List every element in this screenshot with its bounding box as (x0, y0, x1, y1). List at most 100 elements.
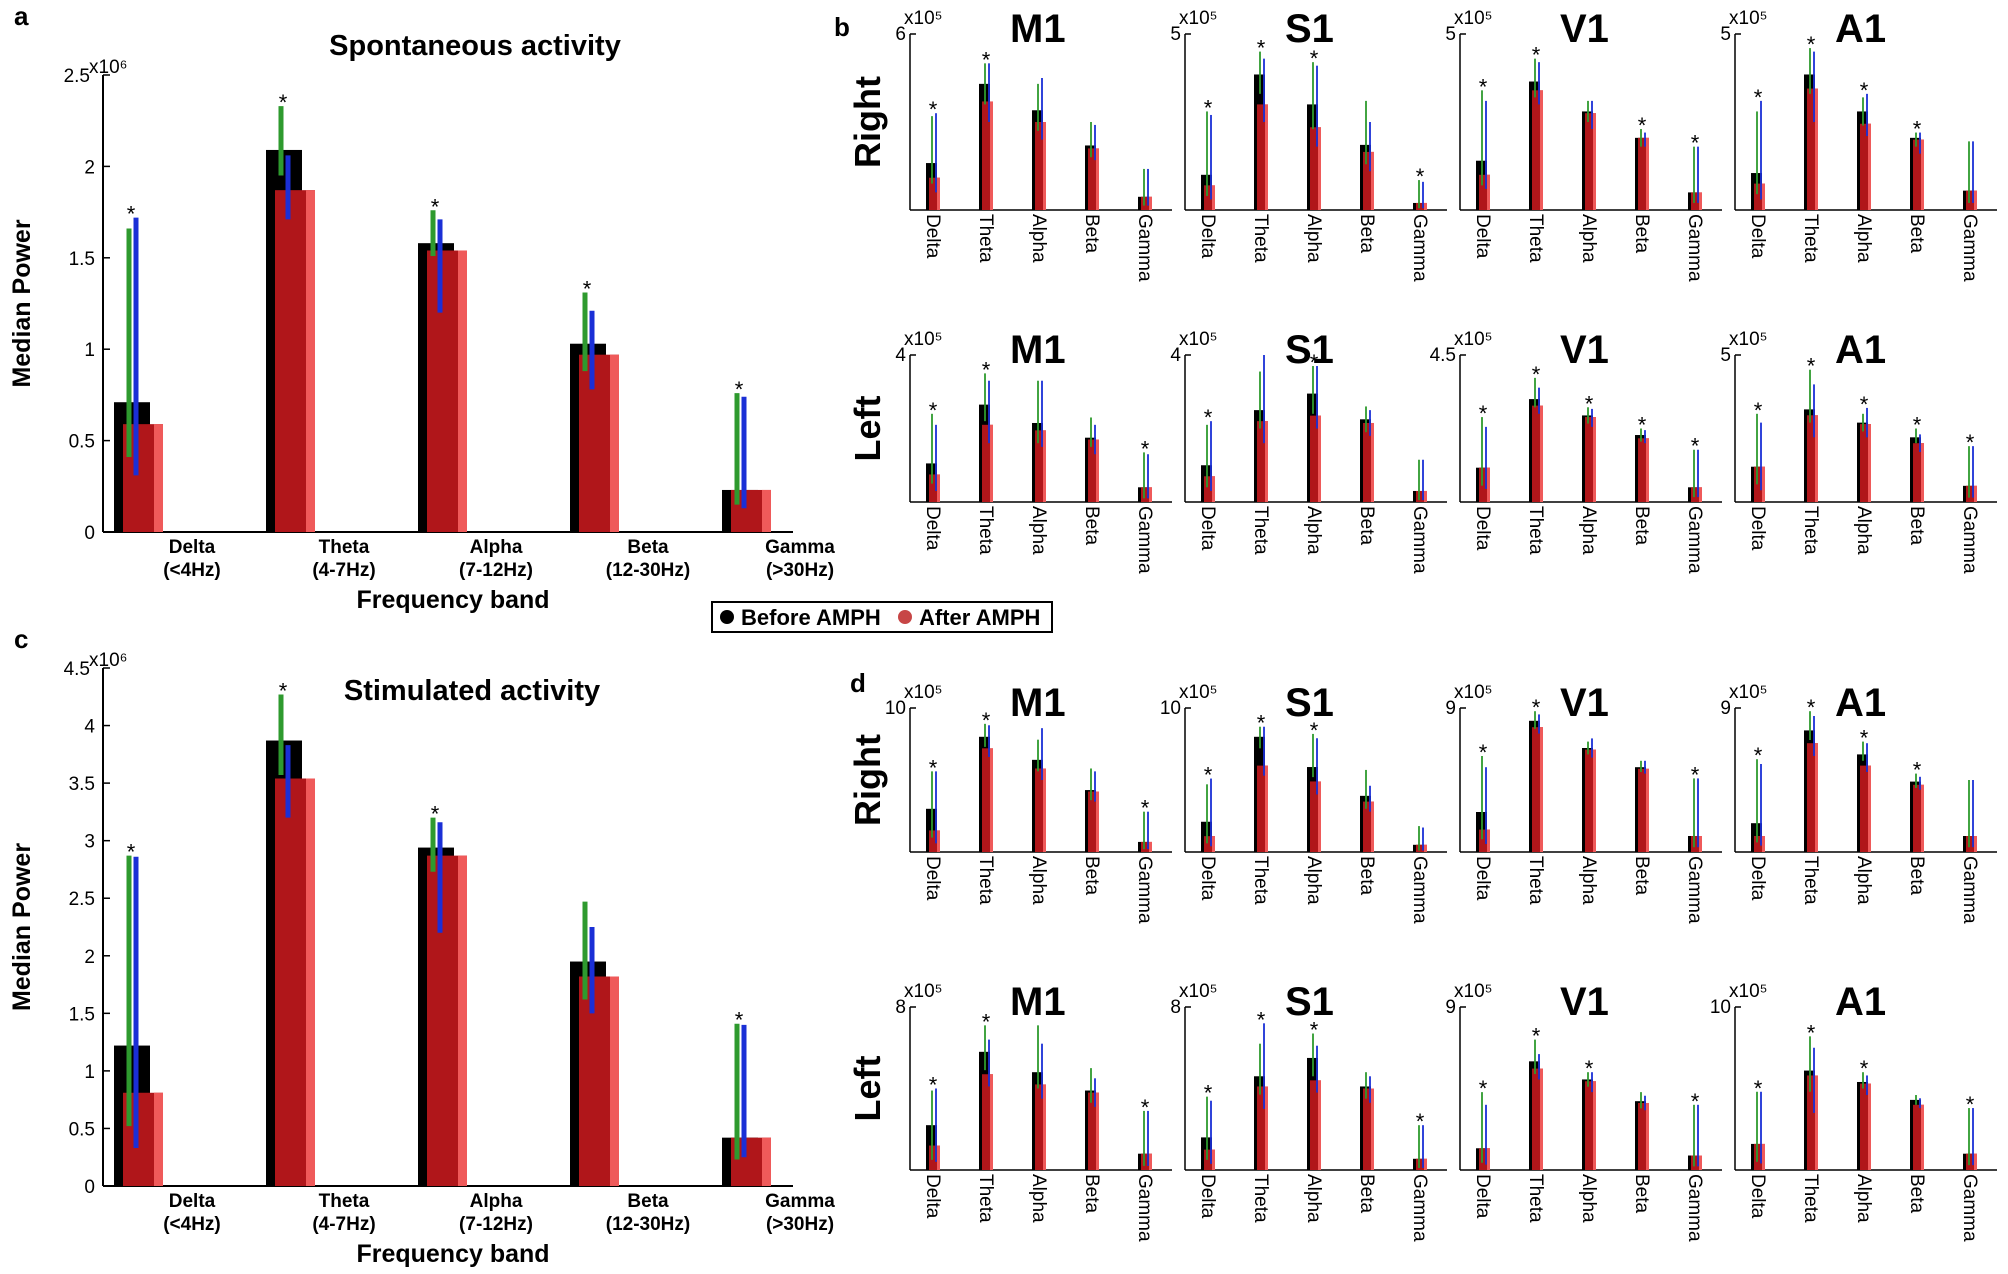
significance-star: * (929, 755, 938, 780)
panel-label-c: c (14, 624, 28, 654)
bar-after-amph (1035, 430, 1046, 502)
y-max-label: 10 (1710, 997, 1731, 1018)
x-category-label: Alpha (1853, 214, 1874, 263)
significance-star: * (1204, 763, 1213, 788)
region-title-s1: S1 (1285, 7, 1334, 51)
x-category-label: Delta (1197, 214, 1218, 259)
bar-after-amph (1691, 836, 1702, 852)
x-category-label: Gamma (1134, 214, 1155, 282)
significance-star: * (929, 398, 938, 423)
hemisphere-label-left: Left (847, 396, 888, 462)
bar-after-amph (1035, 122, 1046, 210)
band-group-theta: * (1804, 1020, 1818, 1170)
band-group-delta: * (926, 755, 940, 852)
band-group-beta (1085, 122, 1099, 210)
significance-star: * (1638, 413, 1647, 438)
significance-star: * (1691, 131, 1700, 156)
bar-after-amph (1585, 113, 1596, 210)
significance-star: * (1532, 362, 1541, 387)
bar-after-amph-highlight (1540, 405, 1543, 502)
x-category-label: Alpha (1578, 1174, 1599, 1223)
bar-after-amph-highlight (1043, 1084, 1046, 1170)
bar-after-amph (1257, 104, 1268, 210)
bar-after-amph (1860, 424, 1871, 502)
significance-star: * (1913, 117, 1922, 142)
bar-after-amph-highlight (762, 489, 771, 532)
bar-after-amph-highlight (1149, 487, 1152, 502)
bar-after-amph (1966, 485, 1977, 502)
x-category-label: Theta (319, 1191, 370, 1212)
bar-after-amph-highlight (1424, 1158, 1427, 1170)
bar-after-amph-highlight (1815, 1075, 1818, 1170)
y-exponent-label: x10⁵ (1454, 329, 1493, 350)
x-category-label: Alpha (1853, 856, 1874, 905)
band-group-alpha: * (1307, 1017, 1321, 1170)
bar-after-amph-highlight (1593, 1081, 1596, 1170)
x-category-label: Alpha (1028, 506, 1049, 555)
x-category-label: Gamma (1959, 214, 1980, 282)
y-tick-label: 1.5 (69, 1004, 95, 1025)
significance-star: * (929, 1073, 938, 1098)
bar-after-amph (1088, 1092, 1099, 1170)
x-category-label: Theta (1250, 506, 1271, 555)
bar-after-amph (1532, 727, 1543, 852)
band-group-beta (570, 901, 619, 1186)
significance-star: * (1585, 1056, 1594, 1081)
band-group-delta: * (1751, 398, 1765, 502)
x-category-label: Theta (1250, 1174, 1271, 1223)
bar-after-amph-highlight (1096, 791, 1099, 852)
x-category-label: Beta (1631, 506, 1652, 546)
significance-star: * (1754, 398, 1763, 423)
bar-after-amph (982, 424, 993, 502)
significance-star: * (1532, 695, 1541, 720)
bar-after-amph (1754, 466, 1765, 502)
chart-a: 0 0.5 1 1.5 2 2.5 x10⁶ Spontaneous activity Medi… (8, 30, 835, 614)
x-category-label: Delta (169, 537, 216, 558)
bar-after-amph-highlight (937, 830, 940, 852)
x-category-label: (>30Hz) (766, 560, 834, 581)
band-group-alpha (1582, 738, 1596, 852)
region-title-s1: S1 (1285, 328, 1334, 372)
bar-after-amph (1966, 190, 1977, 210)
y-exponent-label: x10⁵ (1729, 682, 1768, 703)
x-category-label: Alpha (1028, 1174, 1049, 1223)
x-category-label: Delta (1747, 1174, 1768, 1219)
bar-after-amph (1585, 749, 1596, 852)
bar-after-amph (1860, 765, 1871, 852)
significance-star: * (982, 1009, 991, 1034)
band-group-delta: * (1476, 401, 1490, 502)
bar-after-amph-highlight (1043, 768, 1046, 852)
bar-after-amph-highlight (1265, 1086, 1268, 1170)
bar-after-amph-highlight (1762, 183, 1765, 210)
significance-star: * (1204, 405, 1213, 430)
band-group-theta: * (1529, 43, 1543, 211)
band-group-alpha (1032, 78, 1046, 210)
bar-after-amph-highlight (1868, 424, 1871, 502)
band-group-theta (1254, 355, 1268, 502)
bar-after-amph-highlight (1868, 123, 1871, 210)
x-category-label: Theta (1525, 1174, 1546, 1223)
x-category-label: Alpha (1028, 856, 1049, 905)
significance-star: * (1807, 354, 1816, 379)
bar-after-amph-highlight (1974, 836, 1977, 852)
bar-after-amph-highlight (1212, 476, 1215, 502)
y-tick-label: 4 (84, 717, 95, 738)
significance-star: * (1860, 392, 1869, 417)
y-exponent-label: x10⁵ (1179, 682, 1218, 703)
band-group-alpha: * (1307, 350, 1321, 502)
bar-after-amph-highlight (610, 354, 619, 532)
significance-star: * (1479, 401, 1488, 426)
band-group-alpha: * (418, 194, 467, 532)
x-category-label: Theta (1525, 856, 1546, 905)
band-group-gamma: * (1963, 1092, 1977, 1170)
y-max-label: 10 (1160, 698, 1181, 719)
significance-star: * (431, 802, 440, 827)
x-category-label: Delta (1472, 856, 1493, 901)
band-group-alpha: * (1582, 391, 1596, 502)
significance-star: * (1416, 164, 1425, 189)
region-title-a1: A1 (1835, 980, 1886, 1024)
x-category-label: Theta (1525, 506, 1546, 555)
bar-after-amph-highlight (1593, 749, 1596, 852)
